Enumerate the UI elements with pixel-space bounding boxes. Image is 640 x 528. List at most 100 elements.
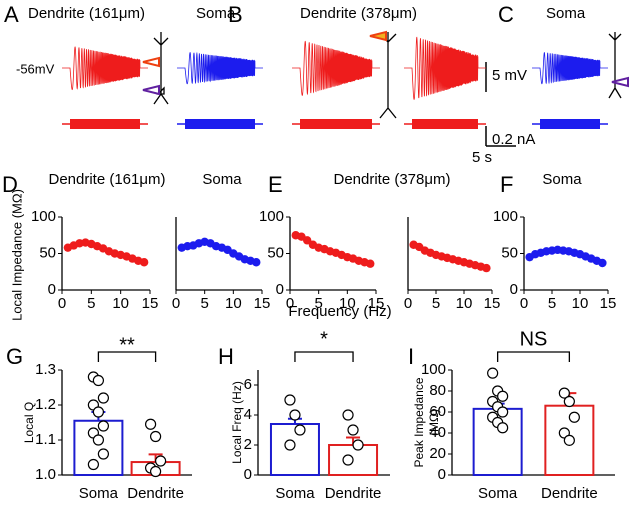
data-point [482,263,491,273]
electrode [369,30,387,42]
y-axis-label: Peak Impedance [412,377,426,467]
x-tick-label: 0 [404,295,412,312]
data-point [252,258,261,267]
x-tick-label: 15 [484,295,501,312]
data-point [92,374,105,387]
x-tick-label: Soma [275,485,315,502]
chart-title: Soma [542,171,582,188]
x-tick-label: Dendrite [325,485,382,502]
data-point [284,394,296,406]
data-point [97,392,110,404]
trace-title: Soma [196,5,236,22]
data-point [284,439,296,451]
trace-title: Dendrite (378μm) [300,5,417,22]
x-tick-label: 0 [58,295,66,312]
x-tick-label: 10 [572,295,589,312]
trace-title: Dendrite (161μm) [28,5,145,22]
data-point [342,409,354,421]
x-tick-label: 5 [432,295,440,312]
x-tick-label: 0 [172,295,180,312]
y-tick-label: 0 [438,466,446,483]
y-tick-label: 40 [429,424,446,441]
y-tick-label: 100 [493,208,518,225]
chart-title: Dendrite (378μm) [333,171,450,188]
traces [62,36,608,129]
x-tick-label: 0 [286,295,294,312]
significance-label: ** [119,334,135,356]
x-tick-label: 15 [254,295,271,312]
data-point [347,424,359,436]
y-tick-label: 0 [510,281,518,298]
data-point [97,420,110,432]
y-tick-label: 0 [48,281,56,298]
electrode [611,76,629,88]
current-trace [540,119,600,129]
data-point [289,409,301,421]
scale-label: 5 s [472,149,492,166]
panel-letter: G [6,344,23,369]
y-tick-label: 0 [276,281,284,298]
chart-title: Soma [202,171,242,188]
x-tick-label: Soma [478,485,518,502]
x-tick-label: 5 [314,295,322,312]
data-point [294,424,306,436]
y-tick-label: 50 [39,244,56,261]
x-tick-label: Soma [79,485,119,502]
y-tick-label: 20 [429,445,446,462]
data-point [366,259,375,268]
panel-letter: B [228,2,243,27]
y-tick-label: 4 [244,406,252,423]
data-point [139,258,149,267]
y-tick-label: 50 [267,244,284,261]
y-tick-label: 100 [421,361,446,378]
scale-label: 5 mV [492,67,527,84]
data-point [497,422,509,434]
y-axis-label: Local Freq (Hz) [230,381,244,464]
y-axis-label: (MΩ) [427,409,441,436]
x-tick-label: 15 [142,295,159,312]
data-point [558,387,570,399]
data-point [87,458,100,471]
x-tick-label: 0 [520,295,528,312]
panel-letter: D [2,172,18,197]
data-point [568,411,580,423]
data-point [145,418,157,430]
data-point [497,406,509,418]
y-tick-label: 0 [244,466,252,483]
significance-label: * [320,328,328,350]
data-point [487,367,499,379]
x-tick-label: 10 [225,295,242,312]
data-point [150,430,162,443]
significance-bracket [294,351,354,362]
y-axis-label: Local Impedance (MΩ) [9,189,24,321]
y-tick-label: 1.1 [35,431,56,448]
y-tick-label: 1.0 [35,466,56,483]
voltage-trace [404,36,486,101]
x-tick-label: 5 [200,295,208,312]
y-tick-label: 60 [429,403,446,420]
data-point [342,454,354,466]
panel-letter: I [408,344,414,369]
significance-label: NS [520,328,548,350]
data-point [598,258,607,268]
data-point [150,465,162,478]
resting-potential: -56mV [16,61,55,76]
electrode [142,56,160,68]
data-point [563,395,575,408]
current-trace [70,119,140,129]
y-tick-label: 80 [429,382,446,399]
trace-title: Soma [546,5,586,22]
voltage-trace [532,51,608,85]
x-tick-label: 10 [456,295,473,312]
y-tick-label: 50 [501,244,518,261]
data-point [92,406,105,418]
panel-letter: A [4,2,19,27]
x-tick-label: 5 [87,295,95,312]
scale-label: 0.2 nA [492,131,535,148]
x-tick-label: 15 [368,295,385,312]
x-tick-label: 5 [548,295,556,312]
panel-letter: C [498,2,514,27]
y-tick-label: 6 [244,376,252,393]
y-tick-label: 2 [244,436,252,453]
